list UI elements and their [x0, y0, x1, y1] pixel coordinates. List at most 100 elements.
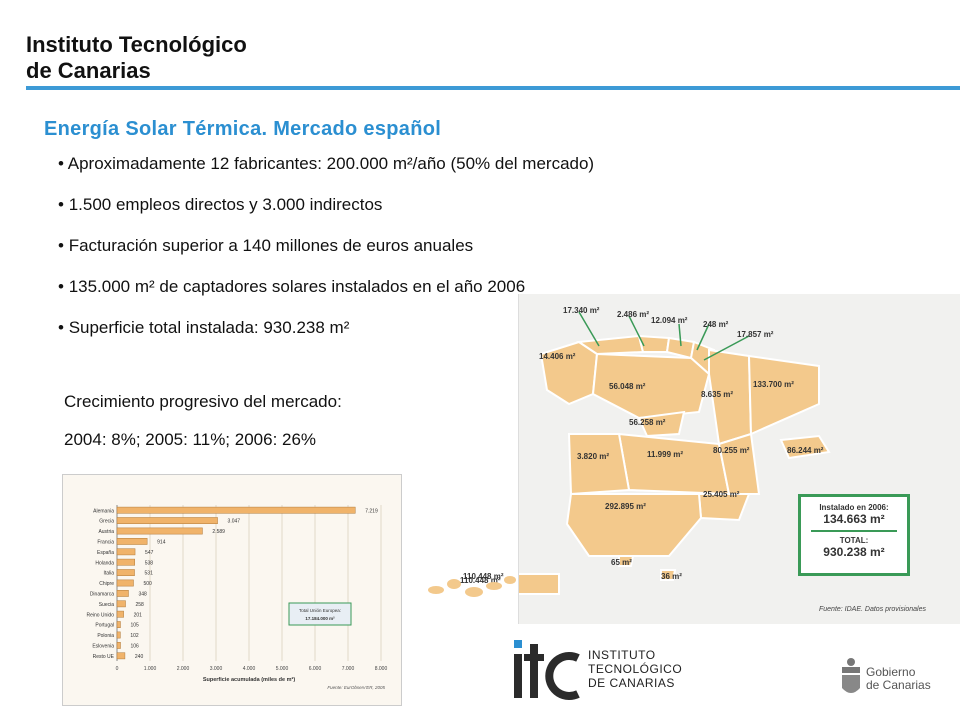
bar — [116, 527, 203, 535]
map-label: 11.999 m² — [647, 450, 684, 459]
value-label: 538 — [145, 560, 154, 566]
value-label: 348 — [138, 592, 147, 598]
category-label: Francia — [97, 540, 114, 546]
map-label: 248 m² — [703, 320, 729, 329]
map-label: 80.255 m² — [713, 446, 750, 455]
installed-total-box: Instalado en 2006: 134.663 m² TOTAL: 930… — [798, 494, 910, 576]
value-label: 102 — [130, 633, 139, 639]
itc-line2: DE CANARIAS — [588, 676, 675, 690]
category-label: Suecia — [99, 602, 115, 608]
map-label: 3.820 m² — [577, 452, 610, 461]
value-label: 201 — [134, 612, 143, 618]
total-label: TOTAL: — [839, 536, 869, 545]
category-label: Italia — [103, 571, 114, 577]
map-label: 65 m² — [611, 558, 632, 567]
region-melilla — [660, 569, 677, 581]
bar — [116, 610, 124, 618]
map-label: 25.405 m² — [703, 490, 740, 499]
map-arrows — [578, 311, 750, 361]
map-label: 56.048 m² — [609, 382, 646, 391]
itc-logo: INSTITUTO TECNOLÓGICO DE CANARIAS — [508, 636, 748, 706]
region-castilla-leon — [591, 352, 711, 420]
value-label: 914 — [157, 540, 166, 546]
gobierno-text: Gobierno de Canarias — [866, 666, 931, 692]
value-label: 7.219 — [365, 508, 378, 514]
map-label: 17.857 m² — [737, 330, 774, 339]
slide-title: Energía Solar Térmica. Mercado español — [44, 118, 442, 140]
category-label: Alemania — [93, 508, 114, 514]
bar — [116, 506, 356, 514]
institution-title-line2: de Canarias — [26, 58, 151, 83]
bar — [116, 621, 121, 628]
map-source: Fuente: IDAE. Datos provisionales — [819, 606, 926, 613]
bullet-list: Aproximadamente 12 fabricantes: 200.000 … — [58, 152, 594, 357]
value-label: 547 — [145, 550, 154, 556]
category-label: Chipre — [99, 581, 114, 587]
value-label: 531 — [145, 571, 154, 577]
institution-title: Instituto Tecnológico de Canarias — [26, 32, 247, 84]
x-axis-label: Superficie acumulada (miles de m²) — [203, 676, 295, 683]
category-label: Dinamarca — [90, 592, 114, 598]
map-label: 86.244 m² — [787, 446, 824, 455]
market-growth-text: Crecimiento progresivo del mercado: 2004… — [64, 390, 342, 466]
bar — [116, 579, 134, 587]
bullet-item: Superficie total instalada: 930.238 m² — [58, 316, 594, 357]
annotation-line1: Total Unión Europea: — [299, 608, 341, 613]
bar — [116, 517, 218, 524]
growth-heading: Crecimiento progresivo del mercado: — [64, 392, 342, 411]
bar — [116, 631, 121, 639]
map-label: 14.406 m² — [539, 352, 576, 361]
x-tick-label: 1.000 — [144, 666, 157, 672]
bar — [116, 569, 135, 576]
map-label: 110.448 m² — [463, 572, 504, 581]
map-label: 292.895 m² — [605, 502, 646, 511]
region-canarias — [519, 573, 560, 595]
installed-value: 134.663 m² — [823, 512, 885, 526]
gob-line2: de Canarias — [866, 678, 931, 692]
gobierno-canarias-logo: Gobierno de Canarias — [838, 656, 958, 706]
box-divider — [811, 530, 897, 532]
growth-values: 2004: 8%; 2005: 11%; 2006: 26% — [64, 430, 317, 449]
itc-line1: INSTITUTO TECNOLÓGICO — [588, 648, 683, 676]
value-label: 240 — [135, 654, 144, 660]
bullet-item: Aproximadamente 12 fabricantes: 200.000 … — [58, 152, 594, 193]
x-tick-label: 2.000 — [177, 666, 190, 672]
bar — [116, 538, 148, 545]
map-label: 133.700 m² — [753, 380, 794, 389]
value-label: 3.047 — [228, 519, 241, 525]
gob-line1: Gobierno — [866, 665, 916, 679]
category-label: Grecia — [99, 519, 114, 525]
total-value: 930.238 m² — [823, 545, 885, 559]
category-label: Portugal — [95, 623, 114, 629]
bar — [116, 548, 136, 556]
category-label: Reino Unido — [86, 612, 114, 618]
canary-islands-graphic — [428, 576, 516, 597]
region-andalucia — [565, 493, 703, 557]
institution-title-line1: Instituto Tecnológico — [26, 32, 247, 57]
map-label: 2.486 m² — [617, 310, 650, 319]
chart-source: Fuente: EurObserv'ER, 2005 — [327, 685, 385, 690]
annotation-line2: 17.184.000 m² — [305, 616, 335, 621]
x-tick-label: 3.000 — [210, 666, 223, 672]
x-tick-label: 4.000 — [243, 666, 256, 672]
bar — [116, 600, 126, 608]
x-tick-label: 5.000 — [276, 666, 289, 672]
value-label: 106 — [130, 644, 139, 650]
region-madrid — [637, 410, 686, 438]
map-label: 17.340 m² — [563, 306, 600, 315]
bar — [116, 558, 136, 566]
map-label: 12.094 m² — [651, 316, 688, 325]
bullet-item: Facturación superior a 140 millones de e… — [58, 234, 594, 275]
header-divider — [26, 86, 960, 90]
bar — [116, 590, 129, 597]
map-label: 56.258 m² — [629, 418, 666, 427]
installed-label: Instalado en 2006: — [819, 503, 889, 512]
category-label: España — [97, 550, 114, 556]
itc-logo-text: INSTITUTO TECNOLÓGICO DE CANARIAS — [588, 648, 748, 690]
bar — [116, 652, 126, 660]
value-label: 105 — [130, 623, 139, 629]
x-tick-label: 8.000 — [375, 666, 388, 672]
map-label-canarias: 110.448 m² — [460, 576, 501, 585]
category-label: Resto UE — [93, 654, 115, 660]
region-valencia — [717, 432, 761, 495]
